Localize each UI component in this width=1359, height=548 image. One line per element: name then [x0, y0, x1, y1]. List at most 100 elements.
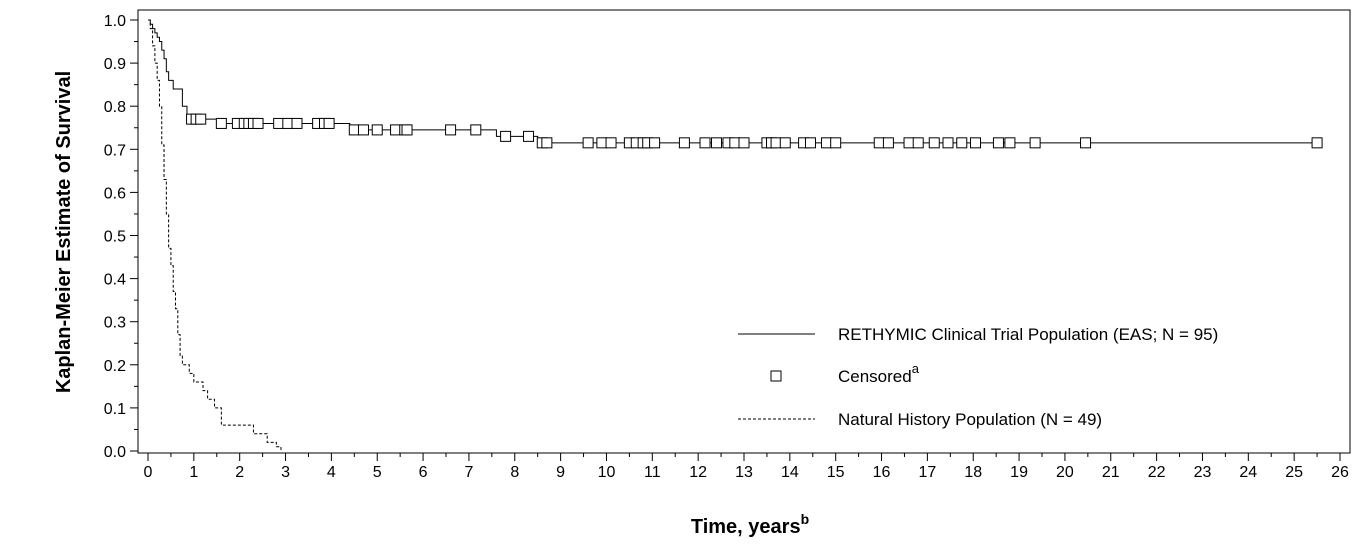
legend-censored-square — [770, 370, 782, 382]
plot-frame — [137, 9, 1351, 454]
censored-marker — [738, 137, 750, 149]
x-tick-label: 13 — [735, 464, 753, 481]
censored-marker — [282, 117, 294, 129]
censored-marker — [912, 137, 924, 149]
x-tick-label: 9 — [556, 464, 565, 481]
censored-marker — [942, 137, 954, 149]
x-tick-label: 6 — [419, 464, 428, 481]
censored-marker — [371, 124, 383, 136]
x-tick-label: 7 — [464, 464, 473, 481]
x-tick-label: 17 — [918, 464, 936, 481]
censored-marker — [770, 137, 782, 149]
x-tick-label: 16 — [873, 464, 891, 481]
x-tick-label: 14 — [781, 464, 799, 481]
censored-marker — [605, 137, 617, 149]
x-tick-label: 1 — [189, 464, 198, 481]
censored-marker — [992, 137, 1004, 149]
y-tick-label: 0.1 — [104, 401, 126, 418]
x-tick-label: 21 — [1102, 464, 1120, 481]
y-tick-label: 1.0 — [104, 13, 126, 30]
y-tick-label: 0.0 — [104, 444, 126, 461]
x-tick-label: 11 — [644, 464, 661, 481]
x-tick-label: 15 — [827, 464, 845, 481]
x-tick-label: 18 — [964, 464, 982, 481]
censored-marker — [1311, 137, 1323, 149]
censored-marker — [291, 117, 303, 129]
x-tick-label: 20 — [1056, 464, 1074, 481]
x-tick-label: 4 — [327, 464, 336, 481]
legend-censored-superscript: a — [912, 361, 920, 376]
censored-marker — [903, 137, 915, 149]
y-tick-label: 0.5 — [104, 229, 126, 246]
censored-marker — [804, 137, 816, 149]
censored-marker — [273, 117, 285, 129]
censored-marker — [710, 137, 722, 149]
x-tick-label: 22 — [1148, 464, 1166, 481]
censored-marker — [357, 124, 369, 136]
series-natural-history — [148, 19, 282, 451]
censored-marker — [1029, 137, 1041, 149]
x-tick-label: 0 — [144, 464, 153, 481]
x-tick-label: 8 — [510, 464, 519, 481]
censored-marker — [390, 124, 402, 136]
x-tick-label: 2 — [235, 464, 244, 481]
y-tick-label: 0.4 — [104, 272, 126, 289]
censored-markers — [186, 113, 1323, 149]
y-tick-label: 0.8 — [104, 99, 126, 116]
censored-marker — [541, 137, 553, 149]
censored-marker — [348, 124, 360, 136]
censored-marker — [821, 137, 833, 149]
x-tick-label: 25 — [1285, 464, 1303, 481]
censored-marker — [699, 137, 711, 149]
x-axis-title: Time, yearsb — [691, 511, 809, 538]
y-tick-label: 0.2 — [104, 358, 126, 375]
censored-marker — [470, 124, 482, 136]
censored-marker — [215, 117, 227, 129]
legend-label-censored: Censoreda — [838, 361, 920, 386]
censored-marker — [500, 130, 512, 142]
censored-marker — [323, 117, 335, 129]
censored-marker — [649, 137, 661, 149]
x-axis-title-superscript: b — [801, 511, 810, 527]
x-tick-label: 19 — [1010, 464, 1028, 481]
x-tick-label: 23 — [1194, 464, 1212, 481]
censored-marker — [830, 137, 842, 149]
x-tick-label: 3 — [281, 464, 290, 481]
censored-marker — [779, 137, 791, 149]
censored-marker — [970, 137, 982, 149]
x-tick-label: 5 — [373, 464, 382, 481]
legend: RETHYMIC Clinical Trial Population (EAS;… — [738, 325, 1218, 429]
censored-marker — [523, 130, 535, 142]
censored-marker — [882, 137, 894, 149]
x-axis-title-text: Time, years — [691, 516, 801, 538]
x-axis-ticks: 0 1 2 3 4 5 6 7 8 9 10 11 12 13 14 15 16 17 18 19 20 21 22 23 24… — [144, 453, 1349, 481]
y-tick-label: 0.9 — [104, 56, 126, 73]
y-axis-ticks: 0.0 0.1 0.2 0.3 0.4 0.5 0.6 0.7 0.8 0.9 1.0 — [104, 13, 138, 461]
y-tick-label: 0.6 — [104, 185, 126, 202]
censored-marker — [1080, 137, 1092, 149]
x-tick-label: 12 — [689, 464, 707, 481]
censored-marker — [596, 137, 608, 149]
x-tick-label: 24 — [1239, 464, 1257, 481]
censored-marker — [582, 137, 594, 149]
censored-marker — [729, 137, 741, 149]
censored-marker — [873, 137, 885, 149]
censored-marker — [445, 124, 457, 136]
censored-marker — [252, 117, 264, 129]
legend-censored-text: Censored — [838, 367, 912, 386]
x-tick-label: 26 — [1331, 464, 1349, 481]
censored-marker — [678, 137, 690, 149]
y-tick-label: 0.3 — [104, 315, 126, 332]
y-tick-label: 0.7 — [104, 142, 126, 159]
censored-marker — [1004, 137, 1016, 149]
legend-label-trial: RETHYMIC Clinical Trial Population (EAS;… — [838, 325, 1218, 344]
series-layer — [148, 19, 1318, 451]
legend-label-natural-history: Natural History Population (N = 49) — [838, 410, 1102, 429]
x-tick-label: 10 — [598, 464, 616, 481]
censored-marker — [956, 137, 968, 149]
y-axis-title: Kaplan-Meier Estimate of Survival — [53, 71, 75, 393]
censored-marker — [928, 137, 940, 149]
censored-marker — [195, 113, 207, 125]
censored-marker — [401, 124, 413, 136]
